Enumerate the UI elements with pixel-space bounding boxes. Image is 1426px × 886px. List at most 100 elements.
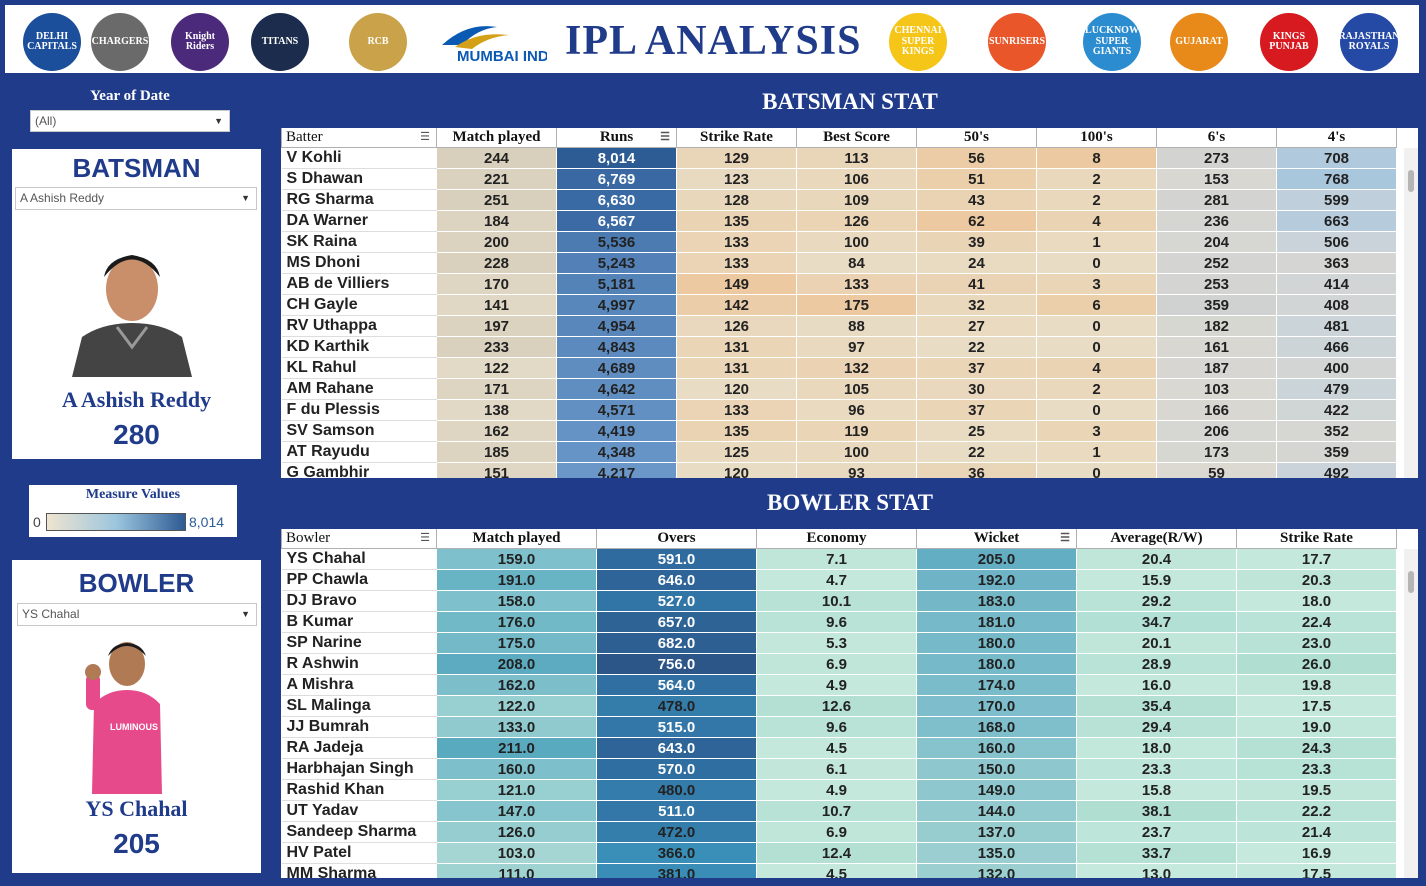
column-header[interactable]: Match played xyxy=(436,128,557,148)
stat-cell: 204 xyxy=(1156,231,1277,253)
scroll-thumb[interactable] xyxy=(1408,571,1414,593)
column-header[interactable]: Match played xyxy=(436,529,597,549)
table-row[interactable]: F du Plessis 138 4,571 133 96 37 0 166 422 xyxy=(281,399,1397,421)
stat-cell: 171 xyxy=(436,378,557,400)
table-row[interactable]: RA Jadeja 211.0 643.0 4.5 160.0 18.0 24.3 xyxy=(281,737,1397,759)
column-header[interactable]: 6's xyxy=(1156,128,1277,148)
table-row[interactable]: Rashid Khan 121.0 480.0 4.9 149.0 15.8 19.5 xyxy=(281,779,1397,801)
table-row[interactable]: S Dhawan 221 6,769 123 106 51 2 153 768 xyxy=(281,168,1397,190)
table-row[interactable]: CH Gayle 141 4,997 142 175 32 6 359 408 xyxy=(281,294,1397,316)
table-row[interactable]: HV Patel 103.0 366.0 12.4 135.0 33.7 16.9 xyxy=(281,842,1397,864)
sort-icon[interactable]: ☰ xyxy=(420,131,430,143)
batsman-select[interactable]: A Ashish Reddy ▼ xyxy=(15,187,257,210)
table-row[interactable]: KL Rahul 122 4,689 131 132 37 4 187 400 xyxy=(281,357,1397,379)
table-row[interactable]: AM Rahane 171 4,642 120 105 30 2 103 479 xyxy=(281,378,1397,400)
stat-cell: 175 xyxy=(796,294,917,316)
stat-cell: 180.0 xyxy=(916,632,1077,654)
player-name-cell: AB de Villiers xyxy=(281,273,437,295)
rajasthan-royals-logo: RAJASTHAN ROYALS xyxy=(1340,13,1398,71)
table-row[interactable]: G Gambhir 151 4,217 120 93 36 0 59 492 xyxy=(281,462,1397,478)
table-row[interactable]: MM Sharma 111.0 381.0 4.5 132.0 13.0 17.5 xyxy=(281,863,1397,878)
column-header[interactable]: Batter ☰ xyxy=(281,128,437,148)
stat-cell: 228 xyxy=(436,252,557,274)
column-header[interactable]: Strike Rate xyxy=(676,128,797,148)
column-header[interactable]: Wicket ☰ xyxy=(916,529,1077,549)
stat-cell: 159.0 xyxy=(436,548,597,570)
chevron-down-icon[interactable]: ▼ xyxy=(241,193,250,203)
bowler-table-scrollbar[interactable] xyxy=(1404,549,1418,878)
chevron-down-icon[interactable]: ▼ xyxy=(214,116,223,126)
stat-cell: 408 xyxy=(1276,294,1397,316)
logo-text: GUJARAT xyxy=(1175,35,1223,47)
sort-icon[interactable]: ☰ xyxy=(420,532,430,544)
bowler-select[interactable]: YS Chahal ▼ xyxy=(17,603,257,626)
table-row[interactable]: RV Uthappa 197 4,954 126 88 27 0 182 481 xyxy=(281,315,1397,337)
table-row[interactable]: B Kumar 176.0 657.0 9.6 181.0 34.7 22.4 xyxy=(281,611,1397,633)
table-row[interactable]: SK Raina 200 5,536 133 100 39 1 204 506 xyxy=(281,231,1397,253)
batsman-table-scrollbar[interactable] xyxy=(1404,148,1418,478)
table-row[interactable]: AT Rayudu 185 4,348 125 100 22 1 173 359 xyxy=(281,441,1397,463)
table-row[interactable]: KD Karthik 233 4,843 131 97 22 0 161 466 xyxy=(281,336,1397,358)
table-row[interactable]: A Mishra 162.0 564.0 4.9 174.0 16.0 19.8 xyxy=(281,674,1397,696)
table-row[interactable]: JJ Bumrah 133.0 515.0 9.6 168.0 29.4 19.0 xyxy=(281,716,1397,738)
column-header[interactable]: Bowler ☰ xyxy=(281,529,437,549)
stat-cell: 5,536 xyxy=(556,231,677,253)
chevron-down-icon[interactable]: ▼ xyxy=(241,609,250,619)
stat-cell: 41 xyxy=(916,273,1037,295)
player-name-cell: SK Raina xyxy=(281,231,437,253)
stat-cell: 20.1 xyxy=(1076,632,1237,654)
stat-cell: 4.5 xyxy=(756,737,917,759)
stat-cell: 33.7 xyxy=(1076,842,1237,864)
sort-icon[interactable]: ☰ xyxy=(660,131,670,143)
column-header[interactable]: Average(R/W) xyxy=(1076,529,1237,549)
column-header[interactable]: Economy xyxy=(756,529,917,549)
table-row[interactable]: R Ashwin 208.0 756.0 6.9 180.0 28.9 26.0 xyxy=(281,653,1397,675)
stat-cell: 18.0 xyxy=(1076,737,1237,759)
stat-cell: 10.1 xyxy=(756,590,917,612)
table-row[interactable]: DA Warner 184 6,567 135 126 62 4 236 663 xyxy=(281,210,1397,232)
stat-cell: 153 xyxy=(1156,168,1277,190)
column-header-label: Strike Rate xyxy=(700,129,773,145)
table-row[interactable]: PP Chawla 191.0 646.0 4.7 192.0 15.9 20.3 xyxy=(281,569,1397,591)
stat-cell: 768 xyxy=(1276,168,1397,190)
column-header-label: Batter xyxy=(286,129,323,145)
table-row[interactable]: V Kohli 244 8,014 129 113 56 8 273 708 xyxy=(281,147,1397,169)
column-header[interactable]: Runs ☰ xyxy=(556,128,677,148)
table-row[interactable]: MS Dhoni 228 5,243 133 84 24 0 252 363 xyxy=(281,252,1397,274)
column-header[interactable]: 50's xyxy=(916,128,1037,148)
stat-cell: 135 xyxy=(676,210,797,232)
stat-cell: 252 xyxy=(1156,252,1277,274)
stat-cell: 19.8 xyxy=(1236,674,1397,696)
table-row[interactable]: SV Samson 162 4,419 135 119 25 3 206 352 xyxy=(281,420,1397,442)
table-row[interactable]: DJ Bravo 158.0 527.0 10.1 183.0 29.2 18.0 xyxy=(281,590,1397,612)
table-row[interactable]: RG Sharma 251 6,630 128 109 43 2 281 599 xyxy=(281,189,1397,211)
stat-cell: 109 xyxy=(796,189,917,211)
player-name-cell: SL Malinga xyxy=(281,695,437,717)
table-row[interactable]: AB de Villiers 170 5,181 149 133 41 3 253 414 xyxy=(281,273,1397,295)
stat-cell: 162 xyxy=(436,420,557,442)
scroll-thumb[interactable] xyxy=(1408,170,1414,192)
column-header[interactable]: 100's xyxy=(1036,128,1157,148)
stat-cell: 3 xyxy=(1036,420,1157,442)
column-header[interactable]: Overs xyxy=(596,529,757,549)
stat-cell: 173 xyxy=(1156,441,1277,463)
column-header[interactable]: Strike Rate xyxy=(1236,529,1397,549)
stat-cell: 4,348 xyxy=(556,441,677,463)
delhi-capitals-logo: DELHI CAPITALS xyxy=(23,13,81,71)
stat-cell: 111.0 xyxy=(436,863,597,878)
svg-text:MUMBAI INDIANS: MUMBAI INDIANS xyxy=(457,48,547,65)
sort-icon[interactable]: ☰ xyxy=(1060,532,1070,544)
table-row[interactable]: Harbhajan Singh 160.0 570.0 6.1 150.0 23.3 23.… xyxy=(281,758,1397,780)
table-row[interactable]: UT Yadav 147.0 511.0 10.7 144.0 38.1 22.2 xyxy=(281,800,1397,822)
column-header[interactable]: Best Score xyxy=(796,128,917,148)
player-name-cell: B Kumar xyxy=(281,611,437,633)
table-row[interactable]: YS Chahal 159.0 591.0 7.1 205.0 20.4 17.7 xyxy=(281,548,1397,570)
stat-cell: 170 xyxy=(436,273,557,295)
table-row[interactable]: SL Malinga 122.0 478.0 12.6 170.0 35.4 17.5 xyxy=(281,695,1397,717)
table-row[interactable]: SP Narine 175.0 682.0 5.3 180.0 20.1 23.0 xyxy=(281,632,1397,654)
stat-cell: 37 xyxy=(916,357,1037,379)
table-row[interactable]: Sandeep Sharma 126.0 472.0 6.9 137.0 23.7 21.4 xyxy=(281,821,1397,843)
year-filter-dropdown[interactable]: (All) ▼ xyxy=(30,110,230,132)
column-header[interactable]: 4's xyxy=(1276,128,1397,148)
column-header-label: Strike Rate xyxy=(1280,530,1353,546)
